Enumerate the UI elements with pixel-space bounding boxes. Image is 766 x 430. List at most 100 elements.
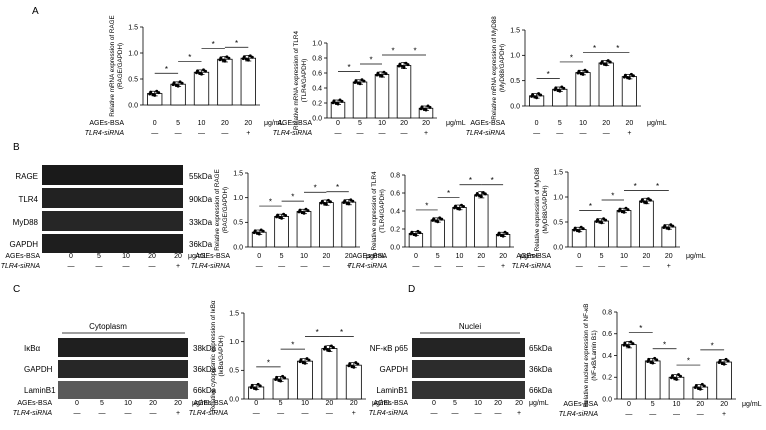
b3-ages-val-4: 20 — [665, 253, 673, 260]
a3-ages-val-0: 0 — [535, 120, 539, 127]
b-blot-sirna-val-1: — — [96, 263, 103, 270]
chart-a2-ytick-3: 0.6 — [312, 70, 322, 77]
chart-b3-point-0-5 — [572, 228, 576, 232]
b-blot-sirna-val-3: — — [149, 263, 156, 270]
chart-a2-ytick-2: 0.4 — [312, 85, 322, 92]
chart-a1-point-4-5 — [241, 57, 245, 61]
panel-letter-a: A — [32, 6, 39, 17]
chart-a2-ytick-1: 0.2 — [312, 100, 322, 107]
b1-ages-val-0: 0 — [257, 253, 261, 260]
chart-b1-sig-star-1: * — [291, 193, 294, 202]
chart-a1-point-3-3 — [221, 58, 225, 62]
chart-a2-point-0-3 — [334, 101, 338, 105]
chart-b2-point-1-4 — [438, 216, 442, 220]
a3-sirna-label: TLR4-siRNA — [466, 130, 506, 137]
blot-d-label-0: NF-κB p65 — [370, 344, 409, 353]
c-blot-ages-val-1: 5 — [100, 400, 104, 407]
chart-a2-point-4-5 — [419, 107, 423, 111]
d-blot-ages-val-3: 20 — [494, 400, 502, 407]
b-blot-ages-val-2: 10 — [122, 253, 130, 260]
b3-sirna-val-0: — — [576, 263, 583, 270]
chart-a1-point-2-4 — [202, 68, 205, 72]
chart-b2-point-4-5 — [496, 233, 500, 237]
d-blot-ages-val-4: 20 — [515, 400, 523, 407]
chart-b3-point-4-5 — [662, 225, 666, 229]
chart-a2-point-1-3 — [356, 81, 360, 85]
c1-sirna-val-3: — — [326, 410, 333, 417]
d-blot-ages-val-1: 5 — [453, 400, 457, 407]
chart-c1-point-4-5 — [347, 364, 351, 368]
chart-a1-sig-star-2: * — [212, 40, 215, 49]
chart-d1-ytick-0: 0.0 — [602, 396, 612, 403]
chart-a1-point-4-3 — [244, 57, 248, 61]
b1-sirna-val-4: + — [347, 263, 351, 270]
d-blot-ages-val-2: 10 — [474, 400, 482, 407]
chart-b1-ytick-2: 1.0 — [233, 195, 243, 202]
c1-sirna-label: TLR4-siRNA — [189, 410, 229, 417]
chart-a3-bar-4 — [621, 76, 637, 107]
a1-sirna-val-1: — — [175, 130, 182, 137]
chart-b3-point-3-3 — [642, 200, 646, 204]
chart-c1-ytick-3: 1.5 — [229, 310, 239, 317]
chart-c1-point-4-3 — [350, 364, 354, 368]
chart-a3-bar-3 — [598, 62, 614, 107]
b2-ages-label: AGEs-BSA — [352, 253, 387, 260]
b-blot-ages-val-0: 0 — [69, 253, 73, 260]
chart-d1-point-0-3 — [625, 344, 629, 348]
c-blot-sirna-val-2: — — [125, 410, 132, 417]
b-blot-unit: μg/mL — [188, 253, 208, 260]
chart-b1-bar-1 — [274, 216, 289, 248]
chart-b1-point-1-5 — [275, 215, 279, 219]
chart-b2-point-0-3 — [412, 232, 416, 236]
blot-b-label-0: RAGE — [15, 172, 38, 181]
chart-b1-point-2-5 — [297, 210, 301, 214]
chart-c1-point-3-4 — [329, 344, 333, 348]
chart-b3-sig-star-0: * — [589, 202, 592, 211]
chart-b2-bar-1 — [430, 219, 445, 248]
c-blot-ages-val-4: 20 — [174, 400, 182, 407]
chart-b3-point-1-3 — [598, 220, 602, 224]
chart-a3-point-0-4 — [537, 92, 541, 96]
chart-a3-point-3-3 — [602, 62, 606, 66]
chart-a1-sig-star-3: * — [235, 39, 238, 48]
a2-sirna-val-0: — — [335, 130, 342, 137]
chart-b1-sig-star-2: * — [314, 184, 317, 193]
chart-a1-bar-2 — [193, 71, 210, 106]
chart-b1-point-0-3 — [255, 231, 259, 235]
chart-a1-bar-4 — [240, 57, 256, 106]
chart-b2-ytick-2: 0.4 — [390, 208, 400, 215]
d1-sirna-val-2: — — [673, 411, 680, 418]
chart-d1-point-2-5 — [670, 376, 673, 380]
b-blot-ages-val-4: 20 — [174, 253, 182, 260]
b-blot-ages-val-1: 5 — [97, 253, 101, 260]
chart-d1-point-4-4 — [724, 357, 728, 361]
chart-b1-ytick-0: 0.0 — [233, 244, 243, 251]
chart-b2-point-1-3 — [434, 219, 438, 223]
chart-b1-point-4-5 — [342, 201, 346, 205]
b1-sirna-val-2: — — [301, 263, 308, 270]
chart-b2-point-4-3 — [499, 233, 503, 237]
blot-b-size-0: 55kDa — [189, 172, 213, 181]
a3-ages-val-4: 20 — [626, 120, 634, 127]
blot-band-rage — [42, 165, 183, 185]
a1-ages-val-3: 20 — [221, 120, 229, 127]
blot-d-size-2: 66kDa — [529, 386, 553, 395]
c1-sirna-val-0: — — [253, 410, 260, 417]
chart-d1-bar-4 — [716, 361, 732, 400]
chart-b3-point-0-3 — [575, 228, 579, 232]
blot-band-laminb1-c — [58, 381, 188, 399]
c1-ages-label: AGEs-BSA — [193, 400, 228, 407]
blot-d-size-1: 36kDa — [529, 365, 553, 374]
chart-d1-point-0-4 — [629, 340, 633, 344]
b3-ages-val-2: 10 — [620, 253, 628, 260]
chart-b1-ytick-3: 1.5 — [233, 170, 243, 177]
a2-ages-val-0: 0 — [336, 120, 340, 127]
chart-c1-point-1-3 — [277, 378, 281, 382]
chart-b2-ytick-4: 0.8 — [390, 172, 400, 179]
chart-b1-bar-2 — [296, 211, 312, 248]
chart-b3-ytick-3: 1.5 — [553, 169, 563, 176]
chart-b1-sig-star-0: * — [269, 198, 272, 207]
b1-sirna-label: TLR4-siRNA — [191, 263, 231, 270]
blot-band-myd88 — [42, 211, 183, 231]
chart-a3-sig-star-2: * — [593, 44, 596, 53]
